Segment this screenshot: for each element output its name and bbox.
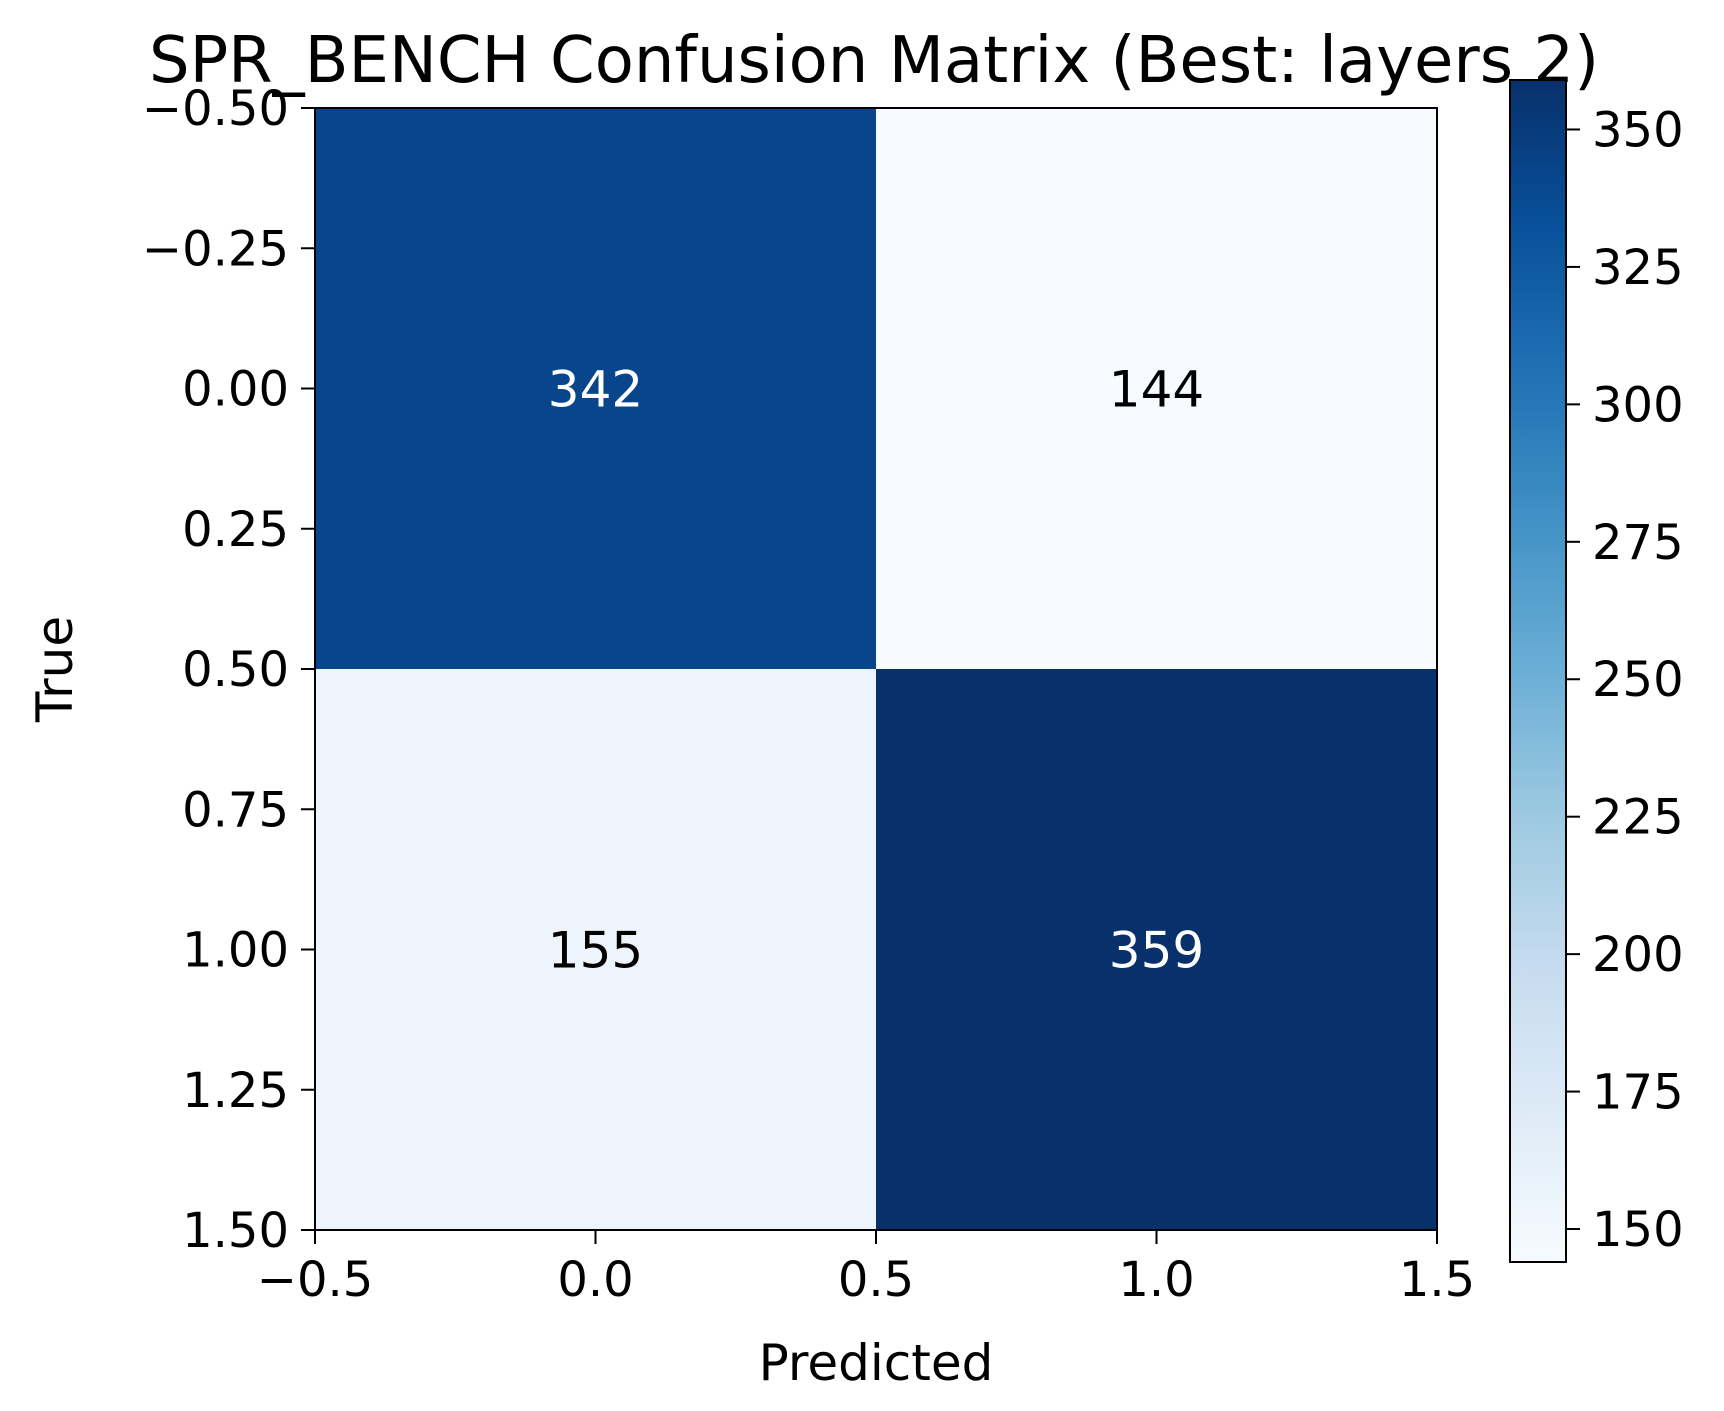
- y-tick-label: 1.00: [182, 923, 289, 979]
- cell-value-label-1-0: 155: [548, 922, 643, 980]
- heatmap-cell-labels: 342 144 155 359: [548, 361, 1204, 980]
- chart-title: SPR_BENCH Confusion Matrix (Best: layers…: [149, 24, 1599, 98]
- colorbar-tick-label: 350: [1592, 102, 1684, 158]
- y-tick-label: 0.00: [182, 362, 289, 418]
- colorbar-tick-label: 175: [1592, 1065, 1684, 1121]
- cell-value-label-0-1: 144: [1109, 361, 1204, 419]
- heatmap-cell-1-1: [876, 669, 1437, 1230]
- x-axis-label: Predicted: [759, 1334, 994, 1392]
- colorbar-tick-label: 325: [1592, 240, 1684, 296]
- y-tick-label: 1.25: [182, 1063, 289, 1119]
- heatmap-cell-1-0: [315, 669, 876, 1230]
- heatmap-cells: [315, 108, 1437, 1230]
- x-axis-ticks: −0.5 0.0 0.5 1.0 1.5: [257, 1230, 1475, 1308]
- colorbar-tick-label: 200: [1592, 927, 1684, 983]
- cell-value-label-0-0: 342: [548, 361, 643, 419]
- heatmap-cell-0-1: [876, 108, 1437, 669]
- y-tick-label: 0.25: [182, 502, 289, 558]
- cell-value-label-1-1: 359: [1109, 922, 1204, 980]
- x-tick-label: 0.5: [838, 1252, 914, 1308]
- y-axis-ticks: −0.50 −0.25 0.00 0.25 0.50 0.75 1.00 1.25 1.50: [142, 81, 315, 1259]
- y-tick-label: −0.50: [142, 81, 289, 137]
- x-tick-label: −0.5: [257, 1252, 374, 1308]
- colorbar-tick-label: 225: [1592, 790, 1684, 846]
- colorbar: [1509, 79, 1567, 1263]
- colorbar-tick-label: 300: [1592, 377, 1684, 433]
- colorbar-ticks: 150 175 200 225 250 275 300 325 350: [1566, 102, 1684, 1258]
- heatmap-cell-0-0: [315, 108, 876, 669]
- y-tick-label: −0.25: [142, 221, 289, 277]
- y-tick-label: 0.50: [182, 642, 289, 698]
- x-tick-label: 1.0: [1118, 1252, 1194, 1308]
- colorbar-tick-label: 250: [1592, 652, 1684, 708]
- x-tick-label: 0.0: [557, 1252, 633, 1308]
- colorbar-tick-label: 275: [1592, 515, 1684, 571]
- y-tick-label: 1.50: [182, 1203, 289, 1259]
- y-tick-label: 0.75: [182, 782, 289, 838]
- y-axis-label: True: [26, 616, 84, 723]
- colorbar-tick-label: 150: [1592, 1202, 1684, 1258]
- x-tick-label: 1.5: [1399, 1252, 1475, 1308]
